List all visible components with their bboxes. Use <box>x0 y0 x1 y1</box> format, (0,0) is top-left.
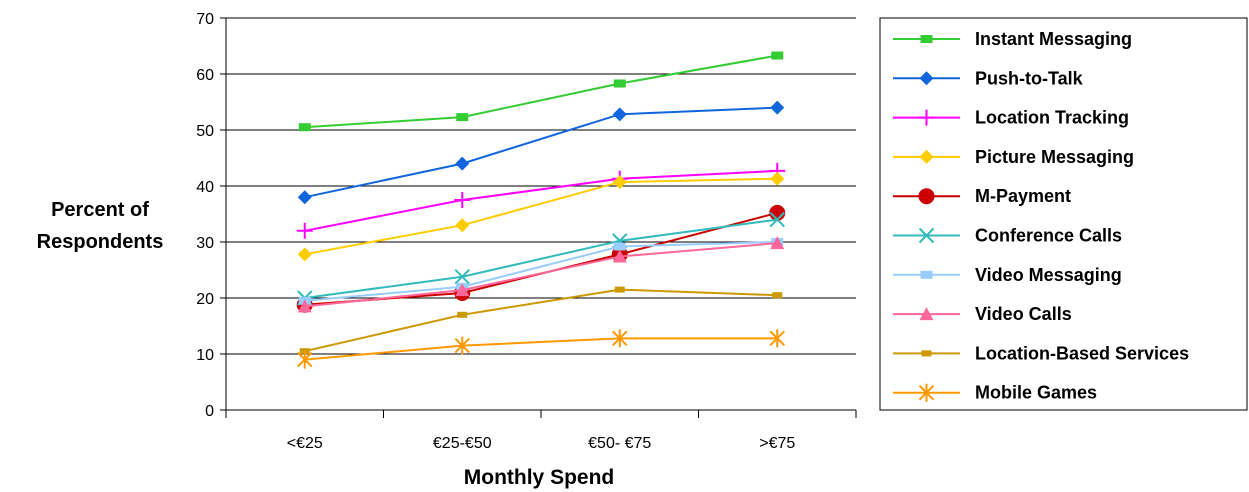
data-point <box>455 218 470 233</box>
series-video-calls <box>297 236 785 313</box>
legend-box <box>879 17 1248 411</box>
series-push-to-talk <box>297 100 785 205</box>
data-point <box>455 156 470 171</box>
legend-marker <box>918 109 935 126</box>
data-point <box>612 249 627 263</box>
legend-item: Video Calls <box>893 304 1072 324</box>
data-point <box>613 242 626 251</box>
data-point <box>612 175 627 190</box>
data-point <box>612 329 628 348</box>
y-tick-label: 0 <box>205 403 214 420</box>
legend-item: Video Messaging <box>893 265 1122 285</box>
data-point <box>456 113 469 122</box>
data-point <box>613 79 626 88</box>
series-line <box>304 218 778 299</box>
legend-item: Conference Calls <box>893 226 1122 246</box>
legend-marker <box>918 227 935 244</box>
legend-label: Instant Messaging <box>975 29 1132 49</box>
data-point <box>772 292 783 299</box>
legend-label: Push-to-Talk <box>975 68 1084 88</box>
series-location-based-services <box>299 286 783 355</box>
x-tick-label: <€25 <box>287 435 323 452</box>
data-point <box>298 123 311 132</box>
series-mobile-games <box>297 329 785 369</box>
data-point <box>457 311 468 318</box>
legend-marker <box>921 350 932 357</box>
data-point <box>297 350 313 369</box>
data-point <box>297 299 312 313</box>
series-line <box>304 106 778 199</box>
y-tick-label: 50 <box>196 123 214 140</box>
legend-label: Picture Messaging <box>975 147 1134 167</box>
legend-item: Location Tracking <box>893 108 1129 128</box>
y-tick-label: 40 <box>196 179 214 196</box>
series-instant-messaging <box>298 51 784 132</box>
data-point <box>614 286 625 293</box>
data-point <box>770 100 785 115</box>
legend-marker <box>919 307 934 321</box>
legend-label: Location-Based Services <box>975 343 1189 363</box>
x-tick-label: €50- €75 <box>588 435 651 452</box>
legend-marker <box>919 149 934 164</box>
data-point <box>297 190 312 205</box>
series-line <box>304 288 778 353</box>
y-tick-label: 10 <box>196 347 214 364</box>
legend-item: Mobile Games <box>893 383 1097 403</box>
data-point <box>770 171 785 186</box>
series-line <box>304 242 778 308</box>
series-lines <box>296 51 786 369</box>
y-axis-label-line2: Respondents <box>37 231 164 253</box>
legend-label: Video Calls <box>975 304 1072 324</box>
y-tick-label: 70 <box>196 11 214 28</box>
data-point <box>454 269 470 285</box>
x-tick-label: >€75 <box>759 435 795 452</box>
data-point <box>612 107 627 122</box>
y-tick-label: 30 <box>196 235 214 252</box>
legend-marker <box>920 35 933 43</box>
data-point <box>455 283 470 297</box>
legend-marker <box>920 270 933 279</box>
series-line <box>304 54 778 129</box>
x-tick-label: €25-€50 <box>433 435 492 452</box>
data-point <box>454 336 470 355</box>
legend-marker <box>919 71 934 86</box>
legend-label: M-Payment <box>975 186 1071 206</box>
series-line <box>304 241 778 302</box>
legend-label: Mobile Games <box>975 383 1097 403</box>
legend-label: Video Messaging <box>975 265 1122 285</box>
data-point <box>454 192 471 208</box>
series-line <box>304 177 778 256</box>
legend-marker <box>918 188 935 205</box>
legend-item: Picture Messaging <box>893 147 1134 167</box>
y-tick-labels: 0 10 20 30 40 50 60 70 <box>196 11 214 420</box>
data-point <box>769 329 785 348</box>
legend-item: Location-Based Services <box>893 343 1189 363</box>
series-picture-messaging <box>297 171 785 262</box>
legend-marker <box>918 383 935 402</box>
legend-item: M-Payment <box>893 186 1071 206</box>
data-point <box>771 51 784 60</box>
y-tick-label: 60 <box>196 67 214 84</box>
series-line <box>304 169 778 232</box>
data-point <box>296 222 313 239</box>
data-point <box>297 247 312 262</box>
legend-item: Push-to-Talk <box>893 68 1084 88</box>
x-tick-labels: <€25 €25-€50 €50- €75 >€75 <box>287 435 796 452</box>
y-axis-label-line1: Percent of <box>51 199 149 221</box>
axes <box>220 17 857 418</box>
legend-label: Location Tracking <box>975 108 1129 128</box>
legend-label: Conference Calls <box>975 226 1122 246</box>
y-tick-label: 20 <box>196 291 214 308</box>
data-point <box>769 211 785 228</box>
series-line <box>304 337 778 361</box>
data-point <box>770 236 785 250</box>
x-axis-label: Monthly Spend <box>464 466 615 489</box>
legend: Instant Messaging Push-to-Talk Location Tr… <box>879 17 1248 411</box>
series-conference-calls <box>297 211 785 306</box>
legend-item: Instant Messaging <box>893 29 1132 49</box>
